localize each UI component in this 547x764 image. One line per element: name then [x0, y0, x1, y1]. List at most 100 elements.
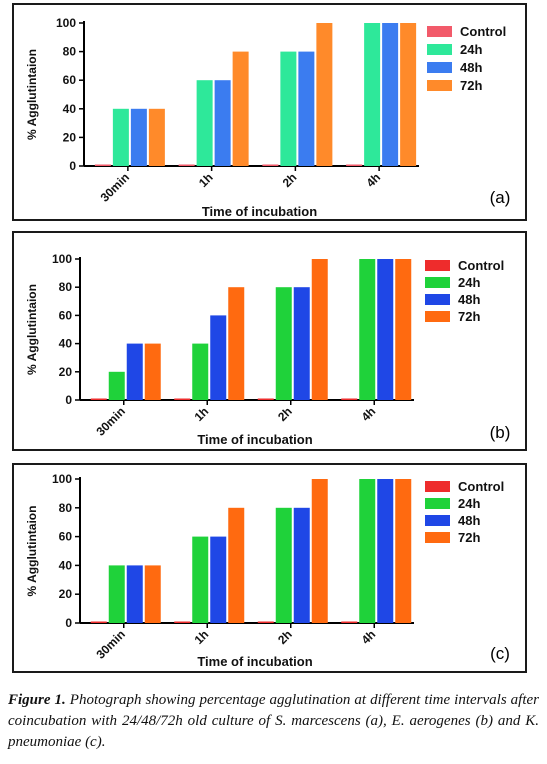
legend-swatch-24h: [425, 277, 450, 288]
bar-72h-2h: [311, 259, 328, 400]
legend-swatch-48h: [425, 294, 450, 305]
caption-text: Photograph showing percentage agglutinat…: [8, 692, 539, 750]
bar-24h-4h: [359, 259, 376, 400]
bar-48h-2h: [293, 287, 310, 400]
y-tick-label: 40: [63, 102, 77, 116]
bar-72h-1h: [228, 287, 245, 400]
bar-48h-2h: [298, 51, 315, 166]
legend-label-24h: 24h: [458, 275, 480, 290]
y-tick-label: 80: [59, 501, 73, 515]
bar-72h-1h: [232, 51, 249, 166]
legend-label-24h: 24h: [458, 496, 480, 511]
legend-label-control: Control: [460, 24, 506, 39]
bar-48h-4h: [377, 479, 394, 623]
bar-24h-1h: [196, 80, 213, 166]
legend-swatch-48h: [427, 62, 452, 73]
legend-swatch-24h: [427, 44, 452, 55]
chart-c: 0 20 40 60 80 100 % Agglutintaion 30min 1h 2h 4h Ti…: [25, 472, 510, 669]
y-tick-label: 60: [59, 530, 73, 544]
bar-48h-30min: [126, 343, 143, 400]
x-axis-label: Time of incubation: [197, 654, 312, 669]
bar-48h-4h: [377, 259, 394, 400]
bar-72h-30min: [148, 108, 165, 166]
x-tick-label: 2h: [275, 627, 295, 647]
y-tick-label: 100: [56, 16, 76, 30]
legend-swatch-control: [425, 260, 450, 271]
legend-label-control: Control: [458, 479, 504, 494]
y-axis-label: % Agglutintaion: [25, 284, 39, 375]
bar-72h-30min: [144, 343, 161, 400]
chart-b: 0 20 40 60 80 100 % Agglutintaion 30min 1h 2h 4h Ti…: [25, 252, 511, 447]
y-tick-label: 40: [59, 558, 73, 572]
legend-label-48h: 48h: [458, 513, 480, 528]
legend-label-24h: 24h: [460, 42, 482, 57]
bar-24h-1h: [192, 536, 209, 623]
panel-label: (a): [490, 188, 511, 207]
x-tick-label: 4h: [363, 170, 383, 190]
legend-swatch-24h: [425, 498, 450, 509]
y-tick-label: 20: [59, 365, 73, 379]
legend-label-72h: 72h: [460, 78, 482, 93]
legend-swatch-72h: [425, 532, 450, 543]
bar-24h-30min: [112, 108, 129, 166]
bar-24h-4h: [359, 479, 376, 623]
y-axis-label: % Agglutintaion: [25, 506, 39, 597]
bar-control-4h: [346, 164, 363, 166]
legend-swatch-72h: [425, 311, 450, 322]
bar-control-2h: [262, 164, 279, 166]
y-tick-label: 20: [63, 130, 77, 144]
panel-label: (b): [490, 423, 511, 442]
x-tick-label: 30min: [98, 170, 132, 204]
bar-control-30min: [94, 164, 111, 166]
y-tick-label: 100: [52, 472, 72, 486]
legend-label-72h: 72h: [458, 309, 480, 324]
x-axis-label: Time of incubation: [197, 432, 312, 447]
x-tick-label: 2h: [280, 170, 300, 190]
legend-swatch-control: [425, 481, 450, 492]
bar-48h-1h: [210, 315, 227, 400]
bar-72h-4h: [395, 259, 412, 400]
x-tick-label: 30min: [93, 627, 127, 661]
x-tick-label: 2h: [275, 404, 295, 424]
x-tick-label: 1h: [196, 170, 216, 190]
bar-control-4h: [341, 398, 358, 400]
bar-control-1h: [178, 164, 195, 166]
y-tick-label: 0: [69, 159, 76, 173]
legend-swatch-control: [427, 26, 452, 37]
chart-panel-c: 0 20 40 60 80 100 % Agglutintaion 30min 1h 2h 4h Ti…: [12, 463, 527, 673]
x-axis-label: Time of incubation: [202, 204, 317, 219]
bar-48h-30min: [130, 108, 147, 166]
caption-label: Figure 1.: [8, 692, 66, 708]
bar-72h-2h: [316, 23, 333, 166]
y-tick-label: 60: [63, 73, 77, 87]
legend-label-control: Control: [458, 258, 504, 273]
chart-a: 0 20 40 60 80 100 % Agglutintaion 30min 1h 2h 4h Ti…: [25, 16, 511, 219]
legend-swatch-48h: [425, 515, 450, 526]
bar-24h-2h: [275, 507, 292, 623]
chart-panel-a: 0 20 40 60 80 100 % Agglutintaion 30min 1h 2h 4h Ti…: [12, 3, 527, 221]
chart-panel-b: 0 20 40 60 80 100 % Agglutintaion 30min 1h 2h 4h Ti…: [12, 231, 527, 451]
legend-label-72h: 72h: [458, 530, 480, 545]
y-tick-label: 100: [52, 252, 72, 266]
y-tick-label: 60: [59, 308, 73, 322]
bar-control-30min: [90, 398, 107, 400]
legend-label-48h: 48h: [460, 60, 482, 75]
bar-24h-4h: [364, 23, 381, 166]
y-axis-label: % Agglutintaion: [25, 49, 39, 140]
x-tick-label: 1h: [192, 404, 212, 424]
bar-48h-30min: [126, 565, 143, 623]
bar-72h-4h: [400, 23, 417, 166]
bar-control-2h: [257, 398, 274, 400]
bar-control-1h: [174, 621, 191, 623]
x-tick-label: 1h: [192, 627, 212, 647]
y-tick-label: 80: [63, 45, 77, 59]
bar-48h-2h: [293, 507, 310, 623]
bar-control-1h: [174, 398, 191, 400]
bar-24h-30min: [108, 371, 125, 400]
y-tick-label: 0: [65, 616, 72, 630]
x-tick-label: 4h: [359, 404, 379, 424]
bar-24h-2h: [275, 287, 292, 400]
figure-caption: Figure 1. Photograph showing percentage …: [8, 690, 539, 753]
bar-24h-2h: [280, 51, 297, 166]
bar-48h-4h: [382, 23, 399, 166]
